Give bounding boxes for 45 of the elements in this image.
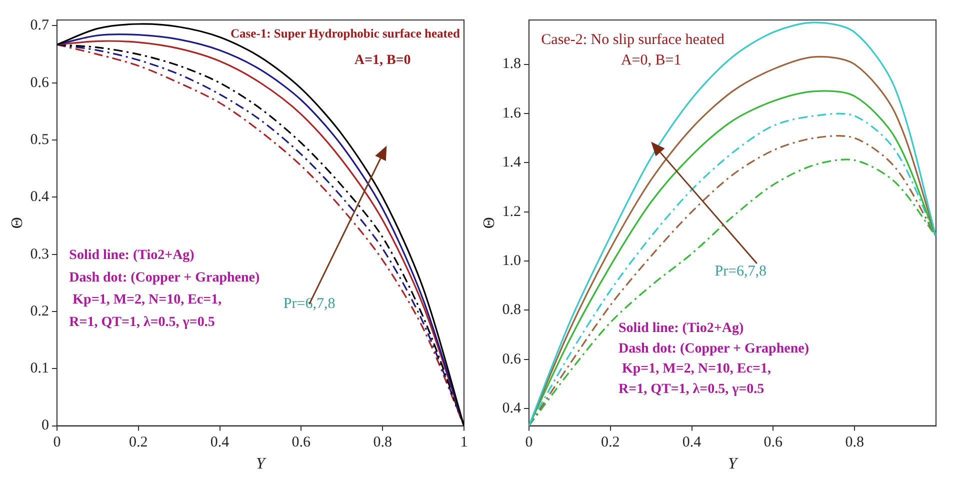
y-tick-label: 0.6 [502, 351, 522, 368]
annotation: Case-2: No slip surface heated [541, 32, 725, 48]
annotation: Dash dot: (Copper + Graphene) [69, 270, 260, 286]
y-tick-label: 0.3 [30, 246, 49, 262]
x-tick-label: 0.2 [600, 434, 620, 451]
annotation: Solid line: (Tio2+Ag) [618, 321, 744, 336]
y-tick-label: 0.1 [30, 360, 49, 377]
x-tick-label: 0.6 [292, 434, 312, 451]
y-tick-label: 0 [41, 418, 49, 434]
annotation: Solid line: (Tio2+Ag) [69, 248, 195, 263]
annotation: Dash dot: (Copper + Graphene) [618, 341, 810, 356]
x-tick-label: 0 [53, 434, 61, 451]
x-tick-label: 0.8 [845, 434, 864, 451]
y-tick-label: 0.7 [30, 18, 50, 34]
annotation: Kp=1, M=2, N=10, Ec=1, [618, 362, 771, 377]
x-tick-label: 0.6 [764, 434, 784, 451]
annotation: R=1, QT=1, λ=0.5, γ=0.5 [618, 382, 764, 397]
annotation: Case-1: Super Hydrophobic surface heated [230, 26, 460, 40]
x-tick-label: 0.4 [210, 434, 230, 451]
x-tick-label: 0.4 [682, 434, 702, 451]
annotation: R=1, QT=1, λ=0.5, γ=0.5 [69, 314, 215, 330]
y-tick-label: 1.2 [502, 204, 521, 220]
y-axis-title: Θ [8, 217, 26, 229]
y-tick-label: 0.4 [30, 189, 50, 206]
y-tick-label: 1.8 [502, 56, 521, 72]
y-tick-label: 1.6 [502, 105, 522, 122]
annotation: Pr=6,7,8 [283, 296, 336, 312]
y-tick-label: 0.8 [502, 302, 521, 318]
y-tick-label: 0.5 [30, 132, 49, 148]
annotation: A=0, B=1 [620, 52, 682, 69]
y-axis-title: Θ [480, 217, 498, 229]
annotation: Kp=1, M=2, N=10, Ec=1, [69, 292, 222, 308]
y-tick-label: 0.6 [30, 74, 50, 91]
annotation: A=1, B=0 [354, 53, 411, 68]
x-axis-title: Y [728, 456, 740, 473]
annotation: Pr=6,7,8 [714, 264, 767, 280]
x-tick-label: 0.2 [128, 434, 148, 451]
y-tick-label: 0.2 [30, 303, 49, 320]
x-tick-label: 0 [525, 434, 533, 451]
x-tick-label: 1 [460, 434, 468, 451]
y-tick-label: 1.0 [502, 252, 521, 269]
y-tick-label: 0.4 [502, 400, 522, 417]
x-axis-title: Y [256, 456, 268, 473]
x-tick-label: 0.8 [373, 434, 392, 451]
y-tick-label: 1.4 [502, 154, 522, 171]
